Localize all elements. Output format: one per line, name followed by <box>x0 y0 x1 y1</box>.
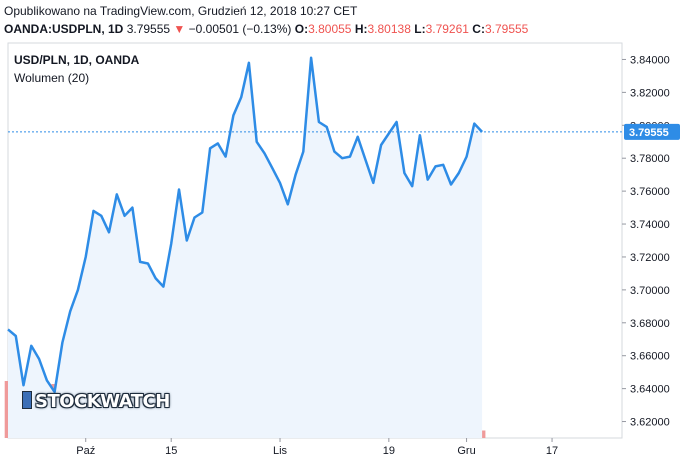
y-tick-label: 3.64000 <box>630 384 670 396</box>
logo-text: STOCKWATCH <box>35 391 170 412</box>
last-price: 3.79555 <box>126 22 171 36</box>
volume-legend: Wolumen (20) <box>14 71 90 85</box>
y-tick-label: 3.84000 <box>630 54 670 66</box>
x-tick-label: 19 <box>383 445 395 457</box>
ohlc-header: OANDA:USDPLN, 1D 3.79555 ▼ −0.00501 (−0.… <box>4 22 528 36</box>
open-value: 3.80055 <box>308 22 352 36</box>
y-tick-label: 3.70000 <box>630 285 670 297</box>
y-tick-label: 3.78000 <box>630 153 670 165</box>
y-tick-label: 3.68000 <box>630 318 670 330</box>
low-value: 3.79261 <box>425 22 469 36</box>
price-line <box>7 56 484 394</box>
published-caption: Opublikowano na TradingView.com, Grudzie… <box>4 4 358 18</box>
low-label: L: <box>414 22 426 36</box>
y-tick-label: 3.62000 <box>630 417 670 429</box>
high-value: 3.80138 <box>367 22 411 36</box>
x-tick-label: Lis <box>273 445 288 457</box>
chart-legend-title: USD/PLN, 1D, OANDA <box>14 53 140 67</box>
close-value: 3.79555 <box>484 22 529 36</box>
symbol-label: OANDA:USDPLN, 1D <box>4 22 124 36</box>
y-axis: 3.840003.820003.800003.780003.760003.740… <box>622 54 670 429</box>
x-tick-label: Paź <box>76 445 95 457</box>
x-tick-label: Gru <box>457 445 475 457</box>
y-tick-label: 3.76000 <box>630 186 670 198</box>
high-label: H: <box>354 22 368 36</box>
x-axis: Paź 15 Lis 19 Gru 17 <box>76 438 558 457</box>
y-tick-label: 3.72000 <box>630 252 670 264</box>
last-price-tag-label: 3.79555 <box>629 127 669 139</box>
last-price-tag: 3.79555 <box>624 123 680 140</box>
x-tick-label: 15 <box>165 445 177 457</box>
x-tick-label: 17 <box>546 445 558 457</box>
y-tick-label: 3.82000 <box>630 87 670 99</box>
open-label: O: <box>294 22 309 36</box>
volume-bar <box>4 381 12 438</box>
stockwatch-logo: STOCKWATCH <box>22 391 170 412</box>
change-value: −0.00501 (−0.13%) <box>188 22 292 36</box>
logo-mark-icon <box>22 391 32 409</box>
y-tick-label: 3.74000 <box>630 219 670 231</box>
y-tick-label: 3.66000 <box>630 351 670 363</box>
change-arrow-icon: ▼ <box>173 22 186 36</box>
last-price-tag-box <box>624 123 680 140</box>
close-label: C: <box>472 22 485 36</box>
price-area <box>8 57 483 439</box>
